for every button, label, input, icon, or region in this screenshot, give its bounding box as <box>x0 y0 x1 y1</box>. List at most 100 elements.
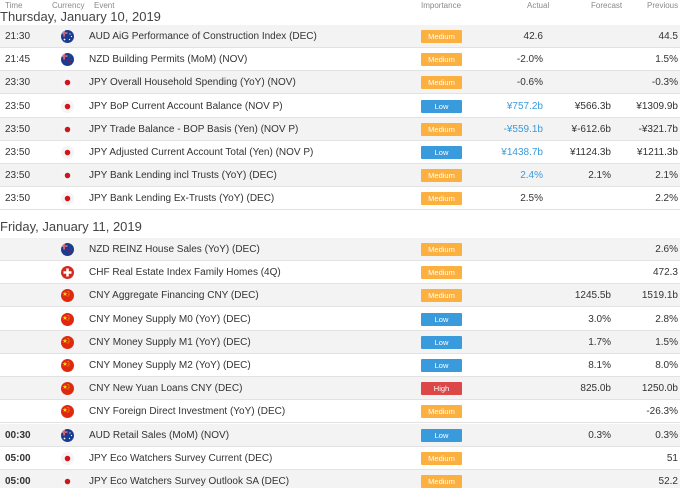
event-name[interactable]: JPY Adjusted Current Account Total (Yen)… <box>89 147 314 158</box>
row-divider <box>0 283 680 285</box>
column-header-event: Event <box>94 1 115 10</box>
actual-value: ¥1438.7b <box>501 147 543 158</box>
importance-badge: Medium <box>421 122 462 136</box>
column-header-time: Time <box>5 1 23 10</box>
importance-badge: High <box>421 382 462 396</box>
importance-badge: Medium <box>421 243 462 256</box>
column-header-row: Time Currency Event Importance Actual Fo… <box>0 0 680 10</box>
actual-value: 42.6 <box>523 31 543 42</box>
previous-value: 1.5% <box>655 54 678 66</box>
actual-value: 2.4% <box>520 170 543 182</box>
calendar-row[interactable]: CHF Real Estate Index Family Homes (4Q) M… <box>0 261 680 285</box>
previous-value: -26.3% <box>646 406 678 418</box>
event-time: 21:45 <box>5 54 31 66</box>
event-time: 23:30 <box>5 77 31 89</box>
calendar-row[interactable]: 23:50 JPY Adjusted Current Account Total … <box>0 141 680 164</box>
event-name[interactable]: NZD REINZ House Sales (YoY) (DEC) <box>89 244 260 255</box>
event-name[interactable]: JPY Bank Lending Ex-Trusts (YoY) (DEC) <box>89 193 275 205</box>
event-name[interactable]: CNY Money Supply M0 (YoY) (DEC) <box>89 313 251 325</box>
row-divider <box>0 468 680 470</box>
event-time: 00:30 <box>5 429 31 441</box>
japan-flag-icon <box>61 122 74 136</box>
event-name[interactable]: JPY BoP Current Account Balance (NOV P) <box>89 100 283 112</box>
calendar-row[interactable]: CNY Money Supply M0 (YoY) (DEC) Low 3.0% 2.… <box>0 308 680 331</box>
event-time: 23:50 <box>5 193 31 205</box>
calendar-row[interactable]: CNY Money Supply M1 (YoY) (DEC) Low 1.7% 1.… <box>0 330 680 354</box>
actual-value: -2.0% <box>516 54 543 66</box>
calendar-row[interactable]: 23:50 JPY BoP Current Account Balance (NO… <box>0 95 680 118</box>
day-heading: Friday, January 11, 2019 <box>0 219 142 234</box>
event-name[interactable]: CNY Money Supply M1 (YoY) (DEC) <box>89 336 251 348</box>
actual-value: -¥559.1b <box>503 123 543 135</box>
forecast-value: 3.0% <box>588 313 611 325</box>
previous-value: 2.6% <box>655 244 678 255</box>
importance-badge: Low <box>421 359 462 372</box>
event-name[interactable]: NZD Building Permits (MoM) (NOV) <box>89 54 248 66</box>
event-name[interactable]: CNY New Yuan Loans CNY (DEC) <box>89 383 243 395</box>
previous-value: 44.5 <box>658 31 678 42</box>
calendar-row[interactable]: CNY Aggregate Financing CNY (DEC) Medium 1… <box>0 284 680 308</box>
previous-value: 8.0% <box>655 360 678 371</box>
previous-value: 1250.0b <box>641 383 678 395</box>
calendar-row[interactable]: 23:50 JPY Bank Lending Ex-Trusts (YoY) (D… <box>0 187 680 211</box>
previous-value: 2.8% <box>655 313 678 325</box>
china-flag-icon <box>61 335 74 349</box>
event-name[interactable]: AUD Retail Sales (MoM) (NOV) <box>89 429 230 441</box>
forecast-value: 0.3% <box>588 429 611 441</box>
previous-value: ¥1211.3b <box>637 147 678 158</box>
calendar-row[interactable]: 21:45 NZD Building Permits (MoM) (NOV) Med… <box>0 48 680 72</box>
previous-value: 472.3 <box>652 267 678 279</box>
row-divider <box>0 209 680 211</box>
calendar-row[interactable]: 05:00 JPY Eco Watchers Survey Outlook SA … <box>0 470 680 488</box>
event-time: 05:00 <box>5 452 31 464</box>
event-name[interactable]: JPY Overall Household Spending (YoY) (NO… <box>89 77 296 89</box>
calendar-row[interactable]: 00:30 AUD Retail Sales (MoM) (NOV) Low 0.3%… <box>0 423 680 447</box>
importance-badge: Medium <box>421 266 462 280</box>
importance-badge: Medium <box>421 169 462 183</box>
row-divider <box>0 70 680 72</box>
forecast-value: 1.7% <box>588 336 611 348</box>
event-name[interactable]: CNY Aggregate Financing CNY (DEC) <box>89 290 259 302</box>
previous-value: 0.3% <box>655 429 678 441</box>
calendar-row[interactable]: CNY New Yuan Loans CNY (DEC) High 825.0b 12… <box>0 377 680 401</box>
calendar-row[interactable]: 23:50 JPY Trade Balance - BOP Basis (Yen)… <box>0 117 680 141</box>
event-name[interactable]: AUD AiG Performance of Construction Inde… <box>89 31 317 42</box>
row-divider <box>0 186 680 188</box>
event-name[interactable]: JPY Eco Watchers Survey Current (DEC) <box>89 452 273 464</box>
previous-value: -0.3% <box>651 77 678 89</box>
event-name[interactable]: JPY Trade Balance - BOP Basis (Yen) (NOV… <box>89 123 299 135</box>
event-name[interactable]: JPY Bank Lending incl Trusts (YoY) (DEC) <box>89 170 277 182</box>
calendar-row[interactable]: 05:00 JPY Eco Watchers Survey Current (DE… <box>0 447 680 470</box>
event-name[interactable]: CHF Real Estate Index Family Homes (4Q) <box>89 267 281 279</box>
row-divider <box>0 116 680 118</box>
forecast-value: 1245.5b <box>574 290 611 302</box>
event-name[interactable]: CNY Money Supply M2 (YoY) (DEC) <box>89 360 251 371</box>
event-time: 23:50 <box>5 123 31 135</box>
japan-flag-icon <box>61 475 74 488</box>
importance-badge: Low <box>421 428 462 442</box>
previous-value: ¥1309.9b <box>636 100 678 112</box>
importance-badge: Low <box>421 312 462 326</box>
calendar-row[interactable]: CNY Money Supply M2 (YoY) (DEC) Low 8.1% 8.… <box>0 354 680 377</box>
calendar-row[interactable]: 23:30 JPY Overall Household Spending (YoY… <box>0 71 680 95</box>
calendar-row[interactable]: 23:50 JPY Bank Lending incl Trusts (YoY) … <box>0 164 680 188</box>
calendar-row[interactable]: 21:30 AUD AiG Performance of Construction… <box>0 25 680 48</box>
event-name[interactable]: JPY Eco Watchers Survey Outlook SA (DEC) <box>89 476 290 487</box>
importance-badge: Medium <box>421 289 462 303</box>
row-divider <box>0 163 680 164</box>
row-divider <box>0 306 680 308</box>
importance-badge: Medium <box>421 451 462 465</box>
importance-badge: Medium <box>421 76 462 90</box>
event-time: 23:50 <box>5 100 31 112</box>
row-divider <box>0 399 680 401</box>
row-divider <box>0 139 680 141</box>
calendar-row[interactable]: CNY Foreign Direct Investment (YoY) (DEC… <box>0 400 680 424</box>
japan-flag-icon <box>61 99 74 113</box>
event-name[interactable]: CNY Foreign Direct Investment (YoY) (DEC… <box>89 406 286 418</box>
event-time: 23:50 <box>5 147 31 158</box>
calendar-row[interactable]: NZD REINZ House Sales (YoY) (DEC) Medium 2… <box>0 238 680 261</box>
importance-badge: Low <box>421 99 462 113</box>
forecast-value: ¥566.3b <box>574 100 611 112</box>
forecast-value: ¥-612.6b <box>571 123 611 135</box>
previous-value: 1.5% <box>655 336 678 348</box>
